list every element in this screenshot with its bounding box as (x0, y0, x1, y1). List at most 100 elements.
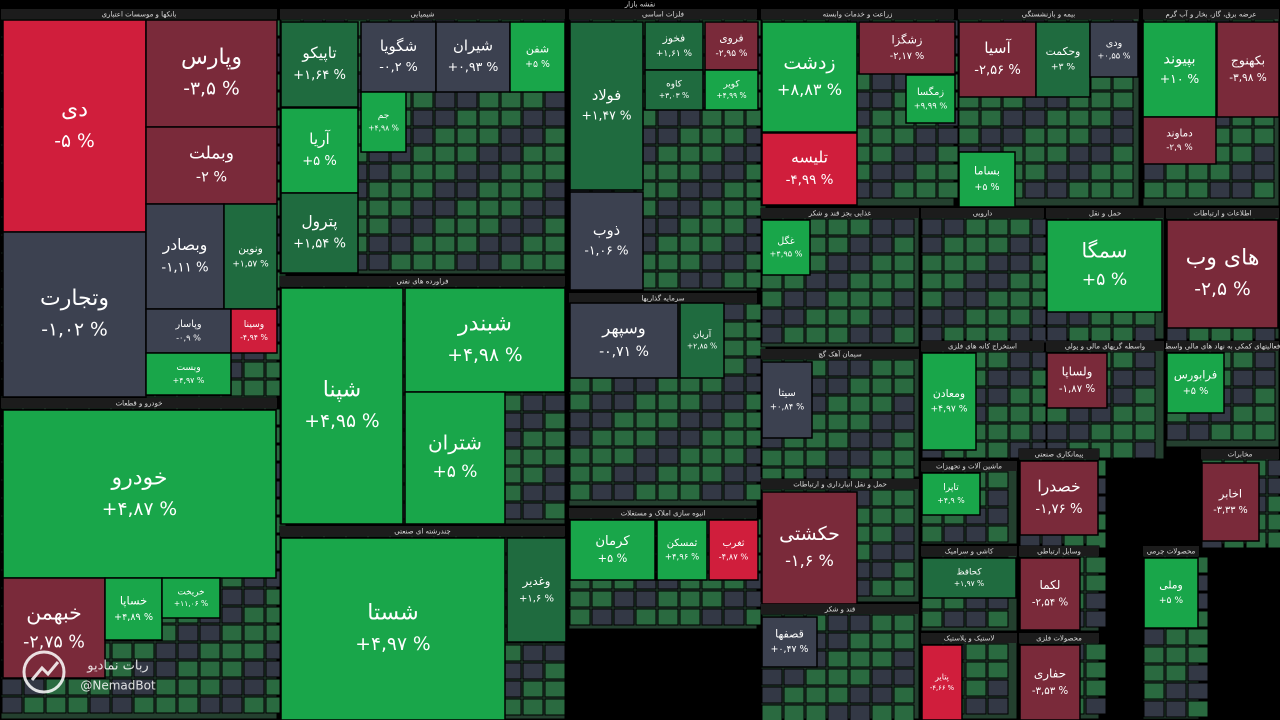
stock-change: +۸,۸۳ % (777, 80, 842, 99)
small-tile (657, 393, 679, 411)
stock-change: -۴,۸۷ % (719, 551, 749, 561)
stock-tile (404, 287, 566, 393)
small-tile (871, 668, 893, 686)
stock-name: آریان (693, 328, 712, 340)
small-tile (544, 430, 566, 448)
stock-name: کویر (722, 79, 740, 89)
small-tile (921, 610, 943, 628)
small-tile (1090, 127, 1112, 145)
small-tile (522, 199, 544, 217)
small-tile (412, 91, 434, 109)
small-tile (111, 642, 133, 660)
sector-header (1046, 208, 1164, 218)
small-tile (893, 236, 915, 254)
stock-change: +۱۰ % (1160, 71, 1200, 86)
stock-tile (2, 409, 277, 579)
sector-name: بانکها و موسسات اعتباری (102, 11, 177, 19)
stock-name: بکهنوج (1231, 52, 1265, 68)
small-tile (1232, 405, 1254, 423)
small-tile (723, 357, 745, 375)
stock-name: زدشت (783, 52, 835, 74)
small-tile (701, 393, 723, 411)
small-tile (965, 697, 987, 715)
stock-name: خبهمن (26, 601, 81, 625)
small-tile (723, 145, 745, 163)
small-tile (155, 696, 177, 714)
small-tile (849, 236, 871, 254)
small-tile (635, 393, 657, 411)
stock-tile (761, 132, 858, 206)
small-tile (1090, 145, 1112, 163)
small-tile (921, 254, 943, 272)
stock-name: فروی (719, 33, 743, 45)
small-tile (827, 668, 849, 686)
small-tile (522, 484, 544, 502)
watermark-handle: @NemadBot (80, 679, 156, 693)
stock-change: -۳,۵ % (183, 78, 239, 99)
small-tile (434, 91, 456, 109)
sector: مخابرات اخابر -۳,۳۳ % (1200, 448, 1280, 549)
stock-change: -۴,۶۶ % (930, 684, 955, 692)
small-tile (849, 413, 871, 431)
stock-name: بپیوند (1163, 50, 1195, 67)
small-tile (478, 217, 500, 235)
small-tile (412, 145, 434, 163)
small-tile (943, 272, 965, 290)
stock-tile (1019, 644, 1081, 720)
small-tile (613, 411, 635, 429)
small-tile (412, 181, 434, 199)
stock-change: +۳,۰۳ % (659, 91, 689, 100)
watermark-name: ربات نمادیو (86, 659, 148, 674)
small-tile (569, 465, 591, 483)
small-tile (434, 109, 456, 127)
small-tile (368, 199, 390, 217)
stock-name: ثغرب (722, 538, 744, 549)
stock-name: فخوز (662, 33, 685, 45)
small-tile (1112, 369, 1134, 387)
stock-name: وحکمت (1046, 45, 1081, 58)
small-tile (849, 431, 871, 449)
small-tile (1090, 91, 1112, 109)
sector-header (1143, 546, 1199, 556)
stock-name: وبست (176, 362, 200, 373)
small-tile (893, 127, 915, 145)
small-tile (987, 610, 1009, 628)
stock-name: غگل (777, 235, 795, 247)
small-tile (871, 218, 893, 236)
sector: لاستیک و پلاستیک پتایر -۴,۶۶ % (920, 632, 1018, 720)
small-tile (1, 696, 23, 714)
sector-name: خودرو و قطعات (116, 400, 163, 408)
small-tile (987, 254, 1009, 272)
stock-change: +۱,۶۱ % (656, 49, 693, 59)
small-tile (1085, 592, 1107, 610)
small-tile (111, 660, 133, 678)
small-tile (871, 91, 893, 109)
stock-name: قصفها (775, 627, 804, 640)
stock-tile (280, 21, 359, 108)
small-tile (723, 271, 745, 289)
small-tile (657, 217, 679, 235)
small-tile (679, 235, 701, 253)
small-tile (478, 145, 500, 163)
small-tile (544, 394, 566, 412)
small-tile (723, 465, 745, 483)
small-tile (937, 163, 959, 181)
small-tile (368, 163, 390, 181)
small-tile (987, 236, 1009, 254)
stock-name: ومعادن (933, 387, 965, 400)
stock-tile (1142, 21, 1217, 118)
stock-tile (2, 231, 147, 398)
small-tile (849, 704, 871, 720)
stock-name: های وب (1186, 246, 1260, 271)
small-tile (657, 590, 679, 608)
small-tile (1254, 369, 1276, 387)
small-tile (987, 507, 1009, 525)
small-tile (871, 127, 893, 145)
stock-change: -۲,۹۵ % (716, 49, 748, 59)
sector: عرضه برق، گاز، بخار و آب گرم بپیوند +۱۰ % ب… (1142, 8, 1280, 207)
small-tile (1085, 556, 1107, 574)
small-tile (827, 254, 849, 272)
small-tile (849, 326, 871, 344)
small-tile (569, 608, 591, 626)
small-tile (921, 290, 943, 308)
